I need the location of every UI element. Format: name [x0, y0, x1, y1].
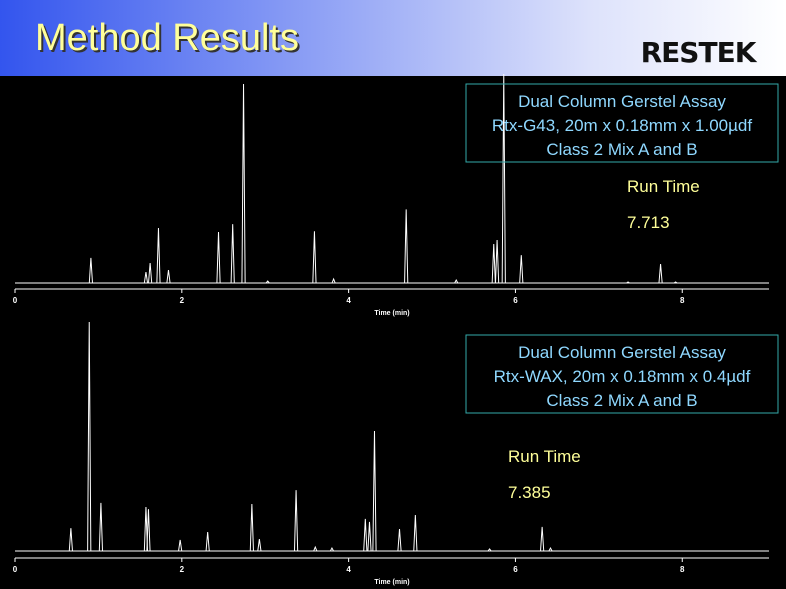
run-time-label: Run Time	[627, 177, 700, 196]
peak	[257, 539, 262, 552]
peak	[146, 509, 151, 552]
peak	[143, 271, 149, 284]
peak	[491, 243, 496, 284]
peak	[313, 545, 318, 552]
x-tick-label: 2	[180, 565, 185, 574]
peak	[216, 232, 221, 284]
x-tick-label: 4	[346, 296, 351, 305]
peak	[87, 321, 92, 552]
peak	[540, 526, 545, 552]
x-tick-label: 6	[513, 296, 518, 305]
x-axis-label: Time (min)	[374, 310, 409, 317]
peak	[501, 74, 506, 284]
peak	[88, 257, 93, 284]
peak	[98, 502, 104, 552]
peak	[293, 490, 299, 552]
annotation-line: Dual Column Gerstel Assay	[518, 92, 726, 111]
annotation-line: Dual Column Gerstel Assay	[518, 343, 726, 362]
peak	[487, 548, 492, 552]
x-tick-label: 4	[346, 565, 351, 574]
peak	[230, 224, 235, 284]
peak	[312, 231, 317, 284]
run-time-value: 7.385	[508, 483, 551, 502]
peak	[413, 515, 418, 552]
peak	[404, 209, 409, 284]
annotation-line: Rtx-G43, 20m x 0.18mm x 1.00µdf	[492, 116, 752, 135]
peak	[205, 531, 210, 552]
x-tick-label: 8	[680, 565, 685, 574]
peak	[454, 278, 459, 284]
peak	[658, 264, 663, 284]
peak	[68, 528, 73, 552]
peak	[156, 228, 161, 284]
peak	[265, 280, 270, 284]
run-time-value: 7.713	[627, 213, 670, 232]
annotation-line: Rtx-WAX, 20m x 0.18mm x 0.4µdf	[494, 367, 751, 386]
annotation-box	[465, 334, 779, 414]
run-time-label: Run Time	[508, 447, 581, 466]
peak	[519, 255, 524, 284]
peak	[148, 263, 153, 284]
peak	[329, 546, 334, 552]
x-tick-label: 6	[513, 565, 518, 574]
peak	[241, 83, 246, 284]
peak	[372, 430, 377, 552]
annotation-box	[465, 83, 779, 163]
peak	[548, 546, 553, 552]
peak	[178, 539, 183, 552]
peak	[331, 277, 336, 284]
slide-title: Method Results	[35, 17, 299, 59]
peak	[494, 239, 500, 284]
peak	[626, 281, 630, 284]
title-shadow: Method Results	[37, 19, 301, 61]
annotation-line: Class 2 Mix A and B	[546, 140, 697, 159]
x-tick-label: 0	[13, 296, 18, 305]
x-tick-label: 8	[680, 296, 685, 305]
peak	[363, 518, 368, 552]
x-tick-label: 2	[180, 296, 185, 305]
peak	[397, 528, 402, 552]
logo: RESTEK	[641, 36, 758, 69]
x-axis-label: Time (min)	[374, 579, 409, 586]
annotation-line: Class 2 Mix A and B	[546, 391, 697, 410]
peak	[673, 281, 678, 284]
header-band	[0, 0, 786, 76]
peak	[367, 521, 372, 552]
peak	[249, 504, 254, 552]
x-tick-label: 0	[13, 565, 18, 574]
peak	[166, 270, 171, 284]
